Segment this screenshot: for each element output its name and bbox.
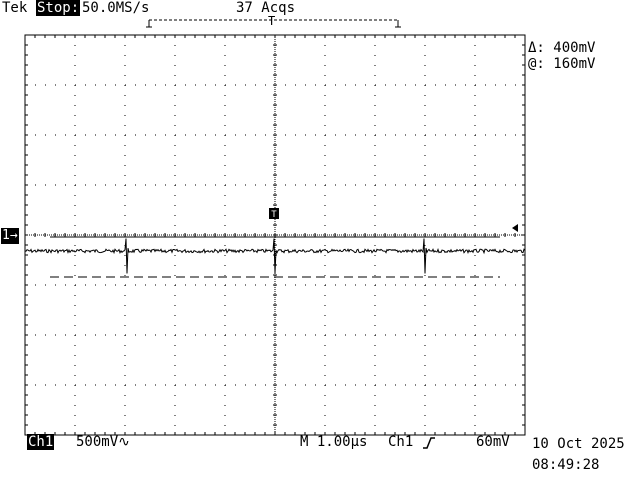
sample-rate: 50.0MS/s: [82, 0, 150, 16]
trigger-source: Ch1: [388, 434, 414, 450]
trigger-point-glyph: T: [271, 210, 277, 220]
cursor-position-readout: @: 160mV: [528, 56, 596, 72]
acquisition-count: 37 Acqs: [236, 0, 296, 16]
trigger-position-marker: T: [268, 14, 276, 28]
time-label: 08:49:28: [532, 457, 600, 473]
date-label: 10 Oct 2025: [532, 436, 625, 452]
timebase: M 1.00µs: [300, 434, 368, 450]
volts-per-div: 500mV∿: [76, 434, 130, 450]
channel-1-ground-marker: 1→: [1, 228, 19, 244]
graticule: [24, 34, 526, 436]
trace-line: [24, 238, 526, 274]
trigger-point-box: [269, 208, 279, 219]
run-state-badge: Stop:: [36, 0, 81, 16]
brand-label: Tek: [2, 0, 28, 16]
rising-edge-icon: [423, 437, 435, 449]
cursor-lines: [50, 236, 500, 278]
trigger-position-bracket: [146, 19, 401, 28]
trigger-level: 60mV: [476, 434, 510, 450]
channel-label: Ch1: [27, 434, 55, 450]
cursor-delta-readout: Δ: 400mV: [528, 40, 596, 56]
channel-1-trace: [24, 238, 526, 274]
trigger-level-arrow: [512, 224, 518, 232]
